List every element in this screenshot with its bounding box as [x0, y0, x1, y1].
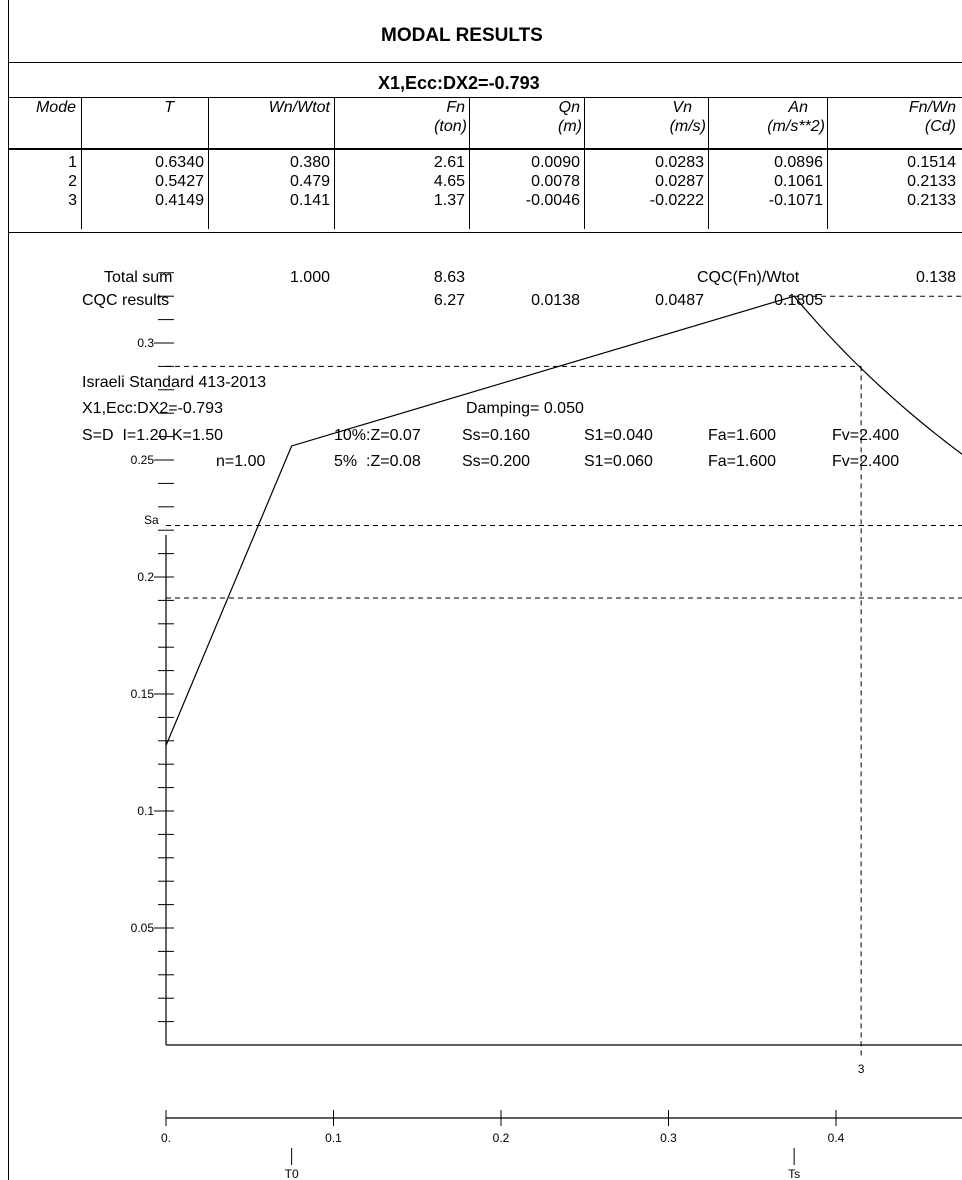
- x-tick-label: 0.: [161, 1131, 171, 1145]
- total-sum-wn: 1.000: [289, 269, 330, 286]
- cqc-ratio-label: CQC(Fn)/Wtot: [697, 269, 800, 286]
- param-ss-1: Ss=0.160: [462, 427, 531, 444]
- cell-t: 0.5427: [155, 173, 204, 190]
- col-header-qn-unit: (m): [558, 118, 582, 135]
- param-n-2: n=1.00: [216, 453, 266, 470]
- period-marker-label: Ts: [788, 1167, 800, 1180]
- cell-an: 0.1061: [774, 173, 823, 190]
- cell-mode: 2: [68, 173, 77, 190]
- standard-label: Israeli Standard 413-2013: [82, 374, 267, 391]
- col-header-vn-unit: (m/s): [669, 118, 706, 135]
- cell-qn: 0.0078: [531, 173, 580, 190]
- cell-fn: 2.61: [433, 154, 465, 171]
- cqc-ratio-value: 0.138: [915, 269, 956, 286]
- cqc-qn: 0.0138: [531, 292, 580, 309]
- cell-qn: 0.0090: [531, 154, 580, 171]
- x-tick-label: 0.4: [828, 1131, 845, 1145]
- param-z-2: 5% :Z=0.08: [334, 453, 421, 470]
- cqc-vn: 0.0487: [655, 292, 704, 309]
- col-sep: [469, 97, 470, 229]
- param-s1-1: S1=0.040: [584, 427, 653, 444]
- param-fa-2: Fa=1.600: [708, 453, 777, 470]
- x-tick-label: 0.3: [660, 1131, 677, 1145]
- param-ss-2: Ss=0.200: [462, 453, 531, 470]
- header-top-line: [8, 97, 962, 98]
- cell-mode: 1: [68, 154, 77, 171]
- col-header-fnwn: Fn/Wn: [908, 99, 956, 116]
- cell-fn: 1.37: [433, 192, 465, 209]
- col-sep: [208, 97, 209, 229]
- param-fv-2: Fv=2.400: [832, 453, 900, 470]
- col-header-fn: Fn: [446, 99, 465, 116]
- col-header-vn: Vn: [672, 99, 692, 116]
- y-tick-label: 0.2: [137, 570, 154, 584]
- report-frame: [8, 0, 962, 1180]
- x-tick-label: 0.2: [493, 1131, 510, 1145]
- y-tick-label: 0.3: [137, 336, 154, 350]
- param-s1-2: S1=0.060: [584, 453, 653, 470]
- cell-wn: 0.141: [289, 192, 330, 209]
- cell-mode: 3: [68, 192, 77, 209]
- col-header-an: An: [788, 99, 808, 116]
- cell-fnwn: 0.1514: [907, 154, 956, 171]
- period-marker-label: T0: [285, 1167, 299, 1180]
- cell-fnwn: 0.2133: [907, 192, 956, 209]
- report-subtitle: X1,Ecc:DX2=-0.793: [378, 73, 540, 93]
- title-divider: [8, 62, 962, 63]
- y-tick-label: 0.05: [131, 921, 155, 935]
- cqc-fn: 6.27: [433, 292, 465, 309]
- param-sd-1: S=D I=1.20 K=1.50: [82, 427, 223, 444]
- y-axis-label: Sa: [144, 513, 159, 527]
- table-bottom-line: [8, 232, 962, 233]
- cell-wn: 0.380: [289, 154, 330, 171]
- param-z-1: 10%:Z=0.07: [334, 427, 421, 444]
- col-header-an-unit: (m/s**2): [767, 118, 825, 135]
- y-tick-label: 0.1: [137, 804, 154, 818]
- cell-an: 0.0896: [774, 154, 823, 171]
- cell-vn: 0.0287: [655, 173, 704, 190]
- mode-marker-label: 3: [858, 1062, 865, 1076]
- cell-wn: 0.479: [289, 173, 330, 190]
- cell-vn: 0.0283: [655, 154, 704, 171]
- case-label: X1,Ecc:DX2=-0.793: [82, 400, 223, 417]
- col-header-wn: Wn/Wtot: [268, 99, 330, 116]
- total-sum-label: Total sum: [104, 269, 173, 286]
- col-header-qn: Qn: [558, 99, 580, 116]
- col-sep: [584, 97, 585, 229]
- col-sep: [708, 97, 709, 229]
- cell-fn: 4.65: [433, 173, 465, 190]
- cqc-results-label: CQC results: [82, 292, 170, 309]
- col-sep: [827, 97, 828, 229]
- spectrum-curve: [165, 295, 962, 746]
- cell-t: 0.6340: [155, 154, 204, 171]
- header-bottom-line: [8, 148, 962, 150]
- col-header-fnwn-unit: (Cd): [924, 118, 956, 135]
- col-header-t: T: [164, 99, 174, 116]
- y-tick-label: 0.15: [131, 687, 155, 701]
- cell-fnwn: 0.2133: [907, 173, 956, 190]
- cell-vn: -0.0222: [649, 192, 704, 209]
- col-header-fn-unit: (ton): [434, 118, 467, 135]
- cell-an: -0.1071: [768, 192, 823, 209]
- x-tick-label: 0.1: [325, 1131, 342, 1145]
- damping-label: Damping= 0.050: [466, 400, 584, 417]
- y-tick-label: 0.25: [131, 453, 155, 467]
- param-fv-1: Fv=2.400: [832, 427, 900, 444]
- cell-qn: -0.0046: [525, 192, 580, 209]
- col-sep: [334, 97, 335, 229]
- col-sep: [81, 97, 82, 229]
- col-header-mode: Mode: [35, 99, 76, 116]
- param-fa-1: Fa=1.600: [708, 427, 777, 444]
- report-title: MODAL RESULTS: [381, 25, 543, 46]
- cell-t: 0.4149: [155, 192, 204, 209]
- total-sum-fn: 8.63: [433, 269, 465, 286]
